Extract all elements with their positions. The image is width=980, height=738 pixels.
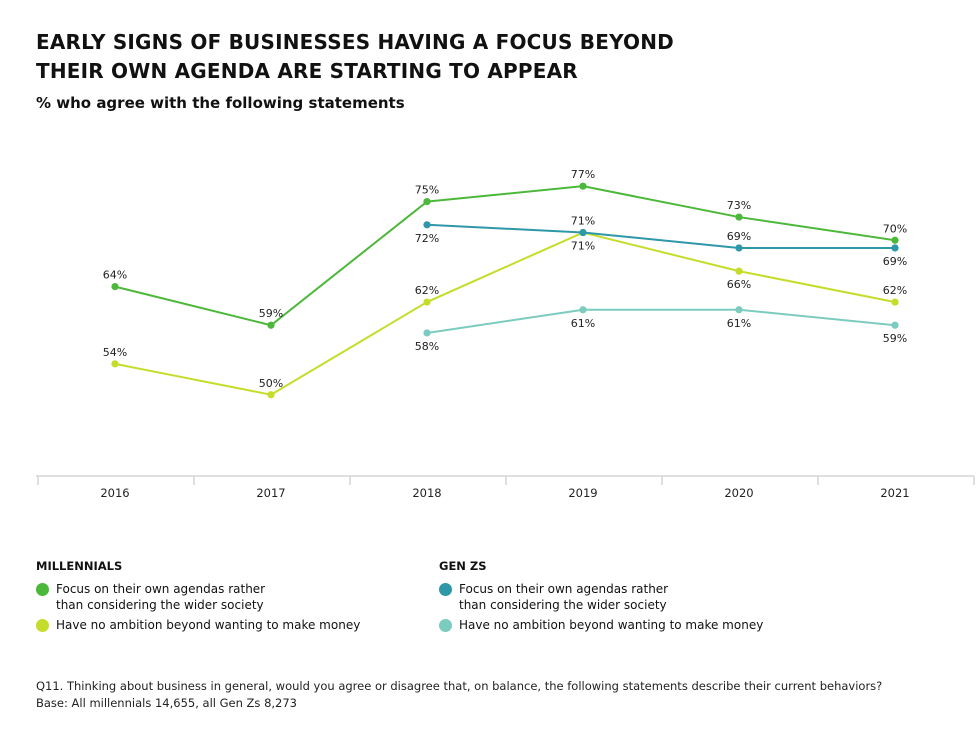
series-line bbox=[426, 308, 896, 334]
data-point bbox=[735, 267, 743, 275]
data-point bbox=[423, 198, 431, 206]
data-point bbox=[111, 283, 119, 291]
legend-dot-icon bbox=[36, 619, 49, 632]
data-label: 58% bbox=[415, 340, 439, 353]
data-point bbox=[891, 236, 899, 244]
legend-label: Focus on their own agendas rather than c… bbox=[56, 582, 266, 612]
footnote-question: Q11. Thinking about business in general,… bbox=[36, 679, 883, 693]
data-point bbox=[111, 360, 119, 368]
data-point bbox=[579, 182, 587, 190]
x-tick-label: 2019 bbox=[568, 486, 597, 500]
data-point bbox=[891, 321, 899, 329]
series-line bbox=[114, 231, 896, 396]
series-line bbox=[426, 223, 895, 249]
data-label: 66% bbox=[727, 278, 751, 291]
data-label: 59% bbox=[883, 332, 907, 345]
x-tick-label: 2021 bbox=[880, 486, 909, 500]
legend-label: Have no ambition beyond wanting to make … bbox=[56, 618, 361, 632]
data-label: 71% bbox=[571, 240, 595, 253]
data-label: 73% bbox=[727, 199, 751, 212]
data-label: 50% bbox=[259, 377, 283, 390]
legend-millennials: MILLENNIALS Focus on their own agendas r… bbox=[36, 558, 396, 637]
x-tick-label: 2017 bbox=[256, 486, 285, 500]
data-point bbox=[267, 321, 275, 329]
legend-label: Have no ambition beyond wanting to make … bbox=[459, 618, 764, 632]
data-label: 77% bbox=[571, 168, 595, 181]
footnote: Q11. Thinking about business in general,… bbox=[36, 678, 882, 712]
series-line bbox=[114, 185, 896, 327]
data-label: 69% bbox=[727, 230, 751, 243]
data-label: 69% bbox=[883, 255, 907, 268]
footnote-base: Base: All millennials 14,655, all Gen Zs… bbox=[36, 696, 297, 710]
data-label: 54% bbox=[103, 346, 127, 359]
data-point bbox=[423, 329, 431, 337]
legend-item: Focus on their own agendas rather than c… bbox=[439, 581, 799, 613]
data-label: 59% bbox=[259, 307, 283, 320]
data-label: 71% bbox=[571, 215, 595, 228]
data-point bbox=[891, 244, 899, 252]
data-point bbox=[735, 213, 743, 221]
data-point bbox=[735, 244, 743, 252]
data-label: 75% bbox=[415, 184, 439, 197]
data-point bbox=[579, 306, 587, 314]
x-tick-label: 2018 bbox=[412, 486, 441, 500]
chart-title: EARLY SIGNS OF BUSINESSES HAVING A FOCUS… bbox=[36, 30, 674, 83]
legend-dot-icon bbox=[439, 619, 452, 632]
legend-item: Have no ambition beyond wanting to make … bbox=[36, 617, 396, 633]
data-point bbox=[891, 298, 899, 306]
data-label: 62% bbox=[883, 284, 907, 297]
chart-subtitle: % who agree with the following statement… bbox=[36, 94, 405, 112]
data-point bbox=[423, 221, 431, 229]
legend-item: Focus on their own agendas rather than c… bbox=[36, 581, 396, 613]
legend-label: Focus on their own agendas rather than c… bbox=[459, 582, 669, 612]
legend-heading: GEN ZS bbox=[439, 559, 487, 573]
legend-item: Have no ambition beyond wanting to make … bbox=[439, 617, 799, 633]
data-label: 70% bbox=[883, 222, 907, 235]
data-label: 64% bbox=[103, 269, 127, 282]
legend-dot-icon bbox=[36, 583, 49, 596]
legend-dot-icon bbox=[439, 583, 452, 596]
x-tick-label: 2020 bbox=[724, 486, 753, 500]
data-point bbox=[735, 306, 743, 314]
legend-gen-zs: GEN ZS Focus on their own agendas rather… bbox=[439, 558, 799, 637]
line-chart: 2016 2017 2018 2019 2020 2021 64% 59% 75% 77% 73% 7… bbox=[36, 168, 975, 500]
legend-heading: MILLENNIALS bbox=[36, 559, 123, 573]
x-tick-label: 2016 bbox=[100, 486, 129, 500]
data-point bbox=[579, 228, 587, 237]
data-point bbox=[423, 298, 431, 306]
data-label: 72% bbox=[415, 232, 439, 245]
data-label: 61% bbox=[727, 317, 751, 330]
data-point bbox=[267, 391, 275, 399]
data-label: 62% bbox=[415, 284, 439, 297]
data-label: 61% bbox=[571, 317, 595, 330]
